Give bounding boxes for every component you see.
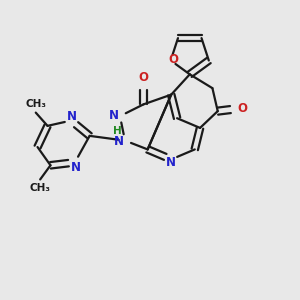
Text: N: N bbox=[113, 135, 124, 148]
Text: O: O bbox=[139, 71, 148, 84]
Text: H: H bbox=[112, 126, 122, 136]
Text: N: N bbox=[70, 160, 80, 174]
Text: CH₃: CH₃ bbox=[30, 183, 51, 193]
Text: CH₃: CH₃ bbox=[25, 99, 46, 110]
Text: N: N bbox=[166, 156, 176, 169]
Text: O: O bbox=[237, 102, 247, 115]
Text: N: N bbox=[109, 109, 118, 122]
Text: O: O bbox=[168, 53, 178, 66]
Text: N: N bbox=[67, 110, 77, 123]
